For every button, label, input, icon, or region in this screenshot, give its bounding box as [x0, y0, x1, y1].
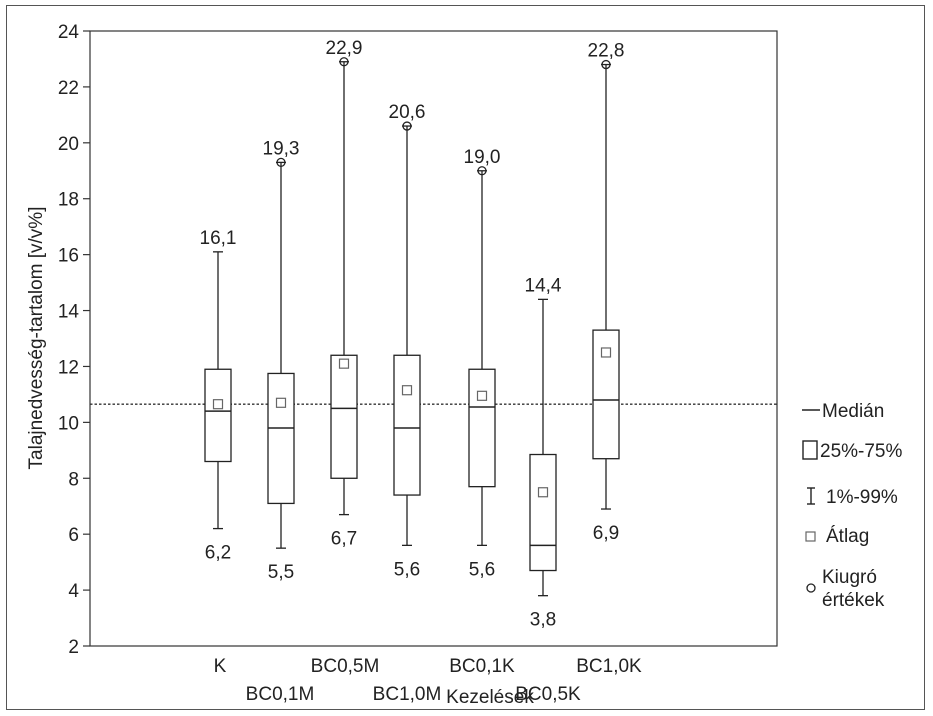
low-value-label: 5,6: [394, 559, 420, 580]
low-value-label: 5,5: [268, 562, 294, 583]
x-category-label: K: [214, 656, 227, 677]
y-tick-label: 24: [58, 22, 80, 43]
mean-marker: [537, 487, 549, 498]
box-K: 16,1 6,2: [200, 228, 237, 564]
legend-mean-label: Átlag: [826, 526, 869, 547]
legend-median-label: Medián: [822, 401, 884, 422]
y-tick-label: 4: [68, 581, 79, 602]
iqr-box: [267, 372, 295, 505]
box-BC0,1K: 19,0 5,6: [464, 147, 501, 581]
x-category-label: BC1,0M: [373, 684, 442, 705]
mean-marker: [275, 397, 287, 408]
mean-marker: [476, 390, 488, 401]
legend-mean-symbol: [805, 531, 816, 542]
iqr-box: [468, 368, 496, 488]
high-value-label: 22,8: [588, 41, 625, 62]
legend-whisker-symbol: [807, 487, 815, 505]
box-BC1,0K: 22,8 6,9: [588, 41, 625, 544]
x-category-label: BC0,1K: [449, 656, 515, 677]
legend: Medián 25%-75% 1%-99% Átlag Kiugró érték…: [802, 401, 902, 611]
mean-marker: [401, 385, 413, 396]
outlier-marker: [477, 166, 487, 176]
y-tick-label: 16: [58, 246, 79, 267]
high-value-label: 19,0: [464, 147, 501, 168]
legend-whisker-label: 1%-99%: [826, 487, 898, 508]
legend-box-label: 25%-75%: [820, 441, 902, 462]
high-value-label: 14,4: [525, 275, 562, 296]
outlier-marker: [601, 59, 611, 70]
high-value-label: 20,6: [389, 102, 426, 123]
mean-marker: [600, 347, 612, 358]
figure-frame: [6, 5, 925, 710]
y-tick-label: 14: [58, 302, 80, 323]
y-tick-label: 6: [68, 525, 79, 546]
y-tick-label: 2: [68, 637, 79, 658]
legend-outlier-symbol: [806, 583, 816, 593]
x-category-label: BC1,0K: [576, 656, 642, 677]
low-value-label: 5,6: [469, 559, 495, 580]
high-value-label: 19,3: [263, 138, 300, 159]
iqr-box: [204, 368, 232, 463]
outlier-marker: [402, 121, 412, 131]
y-axis-title: Talajnedvesség-tartalom [v/v%]: [26, 207, 47, 470]
iqr-box: [393, 354, 421, 496]
box-BC0,5K: 14,4 3,8: [525, 275, 562, 630]
mean-marker: [212, 399, 224, 410]
y-tick-label: 8: [68, 469, 79, 490]
box-series: 16,1 6,2 19,3 5,5 22,9 6,7 20,6 5,6 19,0 5,6 14,4 3…: [200, 38, 625, 631]
plot-area: [89, 30, 778, 647]
low-value-label: 6,7: [331, 529, 357, 550]
y-tick-label: 20: [58, 134, 79, 155]
iqr-box: [529, 453, 557, 572]
low-value-label: 6,9: [593, 523, 619, 544]
high-value-label: 22,9: [326, 38, 363, 59]
y-tick-label: 12: [58, 357, 79, 378]
y-tick-label: 22: [58, 78, 79, 99]
low-value-label: 6,2: [205, 543, 231, 564]
x-category-label: BC0,5M: [311, 656, 380, 677]
legend-box-symbol: [802, 440, 818, 460]
x-category-label: BC0,1M: [246, 684, 315, 705]
iqr-box: [592, 329, 620, 460]
y-tick-label: 10: [58, 413, 79, 434]
outlier-marker: [339, 57, 349, 67]
legend-outlier-label-1: Kiugró: [822, 567, 877, 588]
legend-outlier-label-2: értékek: [822, 590, 885, 611]
high-value-label: 16,1: [200, 228, 237, 249]
box-BC1,0M: 20,6 5,6: [389, 102, 426, 580]
box-BC0,1M: 19,3 5,5: [263, 138, 300, 583]
iqr-box: [330, 354, 358, 479]
y-tick-label: 18: [58, 190, 79, 211]
x-axis-title: Kezelések: [446, 687, 534, 708]
mean-marker: [338, 358, 350, 369]
box-BC0,5M: 22,9 6,7: [326, 38, 363, 550]
outlier-marker: [276, 157, 286, 168]
x-category-label: BC0,5K: [515, 684, 581, 705]
low-value-label: 3,8: [530, 610, 556, 631]
